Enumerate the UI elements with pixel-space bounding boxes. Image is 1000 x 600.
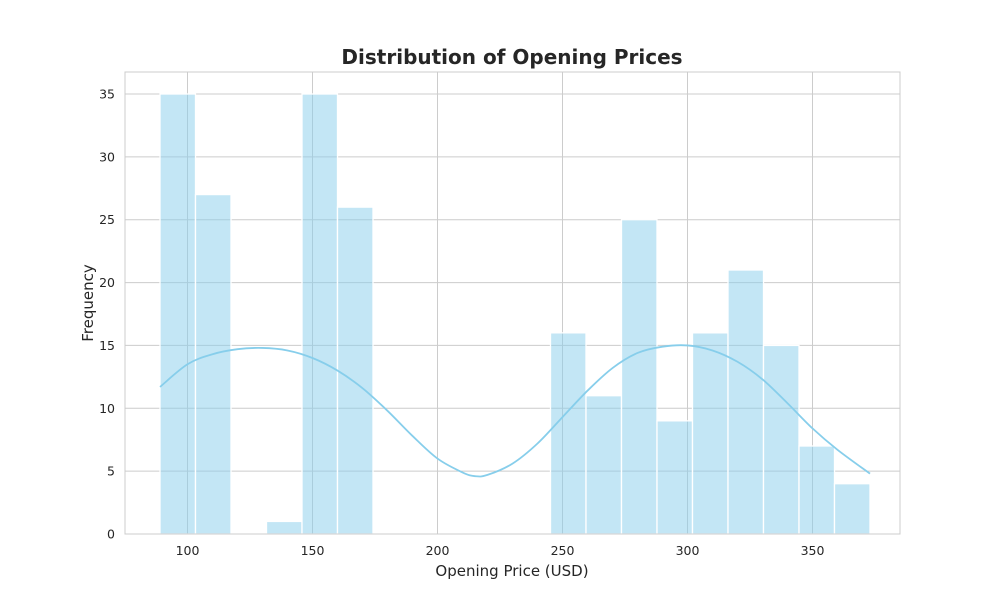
y-tick-label: 35 bbox=[99, 87, 115, 102]
histogram-bar bbox=[833, 483, 871, 535]
y-tick-label: 0 bbox=[107, 527, 115, 542]
chart-title: Distribution of Opening Prices bbox=[341, 45, 682, 69]
y-tick-label: 5 bbox=[107, 464, 115, 479]
y-tick-labels: 0 5 10 15 20 25 30 35 bbox=[99, 87, 115, 542]
x-tick-labels: 100 150 200 250 300 350 bbox=[176, 543, 825, 558]
histogram-bar bbox=[656, 420, 694, 535]
histogram-bar bbox=[159, 93, 197, 535]
x-tick-label: 100 bbox=[176, 543, 200, 558]
histogram-bar bbox=[301, 93, 339, 535]
histogram-bar bbox=[691, 332, 729, 535]
histogram-bars bbox=[159, 93, 871, 535]
histogram-bar bbox=[336, 206, 374, 535]
x-axis-label: Opening Price (USD) bbox=[435, 562, 588, 580]
histogram-bar bbox=[727, 269, 765, 535]
histogram-bar bbox=[194, 193, 232, 535]
histogram-bar bbox=[265, 520, 303, 535]
x-tick-label: 350 bbox=[801, 543, 825, 558]
histogram-bar bbox=[620, 219, 658, 535]
x-tick-label: 250 bbox=[551, 543, 575, 558]
y-axis-label: Frequency bbox=[79, 264, 97, 342]
x-tick-label: 300 bbox=[676, 543, 700, 558]
y-tick-label: 25 bbox=[99, 212, 115, 227]
x-tick-label: 150 bbox=[301, 543, 325, 558]
histogram-bar bbox=[762, 344, 800, 535]
histogram-bar bbox=[585, 395, 623, 535]
y-tick-label: 15 bbox=[99, 338, 115, 353]
y-tick-label: 30 bbox=[99, 149, 115, 164]
x-tick-label: 200 bbox=[426, 543, 450, 558]
kde-curve bbox=[159, 344, 871, 478]
y-tick-label: 10 bbox=[99, 401, 115, 416]
histogram-bar bbox=[798, 445, 836, 535]
histogram-bar bbox=[549, 332, 587, 535]
y-tick-label: 20 bbox=[99, 275, 115, 290]
plot-frame bbox=[124, 71, 901, 535]
